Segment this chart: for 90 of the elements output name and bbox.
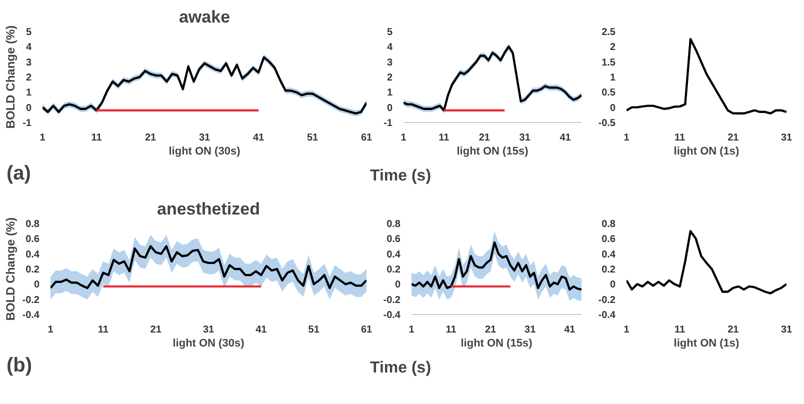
text: Time (s) (370, 360, 432, 376)
y-tick-label: -0.5 (598, 118, 616, 129)
line-series (412, 241, 582, 291)
y-tick-label: 3 (26, 57, 32, 68)
y-tick-label: 0 (26, 102, 32, 114)
y-tick-label: 1 (386, 88, 393, 99)
x-tick-label: 41 (564, 324, 576, 336)
line-series (626, 38, 786, 114)
x-tick-label: 61 (360, 324, 372, 336)
y-tick-label: 1.5 (602, 57, 616, 68)
y-tick-label: 1 (610, 72, 616, 84)
y-tick-label: 0.6 (602, 234, 616, 246)
y-tick-label: 0.2 (386, 264, 401, 276)
y-tick-label: -0.4 (383, 310, 401, 321)
x-tick-label: 11 (446, 324, 457, 336)
x-axis-title: light ON (1s) (674, 146, 740, 158)
y-tick-label: 0 (610, 102, 616, 114)
x-axis-title: light ON (30s) (172, 338, 245, 350)
text: (b) (6, 354, 32, 376)
y-tick-label: 0.2 (602, 264, 616, 276)
y-tick-label: -0.2 (383, 294, 401, 306)
x-tick-label: 21 (728, 132, 740, 144)
y-tick-label: 0.8 (26, 219, 40, 230)
y-tick-label: 2.5 (602, 27, 616, 38)
y-tick-label: 0 (34, 280, 40, 291)
y-tick-label: 5 (26, 27, 32, 38)
y-tick-label: -1 (22, 118, 32, 129)
text: (a) (6, 162, 31, 184)
y-axis-title: BOLD Change (%) (4, 25, 18, 129)
x-axis-title: light ON (1s) (674, 338, 740, 350)
x-tick-label: 51 (308, 324, 320, 336)
x-tick-label: 11 (98, 324, 109, 336)
x-tick-label: 31 (524, 324, 536, 336)
text: Time (s) (370, 168, 432, 184)
y-tick-label: 2 (26, 72, 32, 84)
line-series (50, 245, 366, 290)
y-tick-label: 0.8 (602, 219, 616, 230)
x-tick-label: 21 (728, 324, 740, 336)
y-tick-label: 0.4 (602, 249, 616, 260)
x-tick-label: 21 (485, 324, 497, 336)
x-tick-label: 1 (624, 132, 630, 144)
line-series (626, 230, 786, 294)
y-tick-label: 0 (386, 102, 393, 114)
x-tick-label: 21 (144, 132, 156, 144)
y-tick-label: 4 (26, 42, 32, 54)
x-tick-label: 1 (48, 324, 54, 336)
y-tick-label: 0 (610, 280, 616, 291)
x-tick-label: 51 (306, 132, 318, 144)
y-tick-label: 0.4 (386, 249, 401, 260)
y-tick-label: -0.4 (598, 310, 616, 321)
y-tick-label: 0.2 (26, 264, 40, 276)
y-tick-label: 0.6 (26, 234, 40, 246)
x-tick-label: 11 (438, 132, 450, 144)
chart-title: awake (178, 8, 230, 26)
y-tick-label: 0.8 (386, 219, 401, 230)
y-tick-label: -1 (384, 118, 393, 129)
x-tick-label: 61 (360, 132, 372, 144)
y-tick-label: 0.4 (26, 249, 40, 260)
x-tick-label: 31 (519, 132, 531, 144)
x-tick-label: 11 (674, 324, 686, 336)
y-tick-label: 3 (386, 57, 393, 68)
x-tick-label: 41 (252, 132, 264, 144)
x-axis-title: light ON (15s) (460, 338, 533, 350)
y-tick-label: -0.2 (598, 294, 616, 306)
x-tick-label: 31 (780, 324, 792, 336)
x-tick-label: 11 (674, 132, 686, 144)
chart-title: anesthetized (157, 200, 260, 218)
x-tick-label: 31 (198, 132, 210, 144)
x-tick-label: 21 (478, 132, 490, 144)
y-tick-label: 0.5 (602, 88, 616, 99)
x-tick-label: 31 (202, 324, 214, 336)
x-tick-label: 1 (408, 324, 415, 336)
y-tick-label: 1 (26, 88, 32, 99)
x-axis-title: light ON (30s) (168, 146, 241, 158)
x-tick-label: 31 (780, 132, 792, 144)
y-tick-label: 0.6 (386, 234, 401, 246)
y-tick-label: 5 (386, 27, 393, 38)
x-tick-label: 11 (91, 132, 102, 144)
y-tick-label: 2 (386, 72, 393, 84)
y-tick-label: 2 (610, 42, 616, 54)
y-tick-label: -0.4 (22, 310, 40, 321)
y-tick-label: -0.2 (22, 294, 40, 306)
x-tick-label: 1 (624, 324, 630, 336)
x-tick-label: 41 (256, 324, 268, 336)
x-tick-label: 21 (150, 324, 162, 336)
x-tick-label: 41 (560, 132, 572, 144)
x-axis-title: light ON (15s) (456, 146, 529, 158)
y-tick-label: 0 (394, 280, 401, 291)
y-axis-title: BOLD Change (%) (3, 217, 18, 321)
y-tick-label: 4 (386, 42, 393, 54)
